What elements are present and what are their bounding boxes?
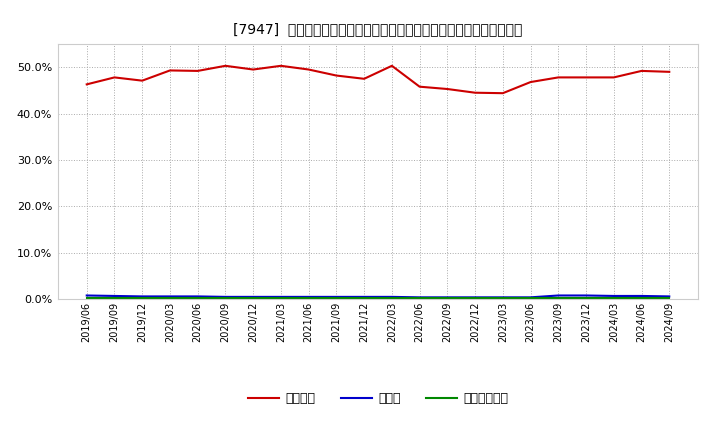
- 自己資本: [82, 82, 91, 87]
- 自己資本: [166, 68, 174, 73]
- 自己資本: [110, 75, 119, 80]
- のれん: [305, 294, 313, 300]
- のれん: [471, 295, 480, 300]
- のれん: [276, 294, 285, 300]
- のれん: [82, 293, 91, 298]
- 自己資本: [387, 63, 396, 69]
- のれん: [387, 294, 396, 300]
- のれん: [637, 293, 646, 299]
- 自己資本: [360, 76, 369, 81]
- のれん: [221, 294, 230, 300]
- のれん: [554, 293, 562, 298]
- のれん: [360, 294, 369, 300]
- 自己資本: [415, 84, 424, 89]
- 繰延税金資産: [138, 296, 147, 301]
- 繰延税金資産: [166, 296, 174, 301]
- 繰延税金資産: [609, 296, 618, 301]
- のれん: [443, 295, 451, 300]
- 自己資本: [305, 67, 313, 72]
- 繰延税金資産: [387, 296, 396, 301]
- 自己資本: [665, 69, 674, 74]
- 繰延税金資産: [110, 296, 119, 301]
- 自己資本: [443, 86, 451, 92]
- 自己資本: [554, 75, 562, 80]
- のれん: [609, 293, 618, 299]
- Title: [7947]  自己資本、のれん、繰延税金資産の総資産に対する比率の推移: [7947] 自己資本、のれん、繰延税金資産の総資産に対する比率の推移: [233, 22, 523, 36]
- 自己資本: [609, 75, 618, 80]
- 繰延税金資産: [305, 296, 313, 301]
- のれん: [138, 294, 147, 299]
- 自己資本: [332, 73, 341, 78]
- 自己資本: [249, 67, 258, 72]
- Line: 自己資本: 自己資本: [86, 66, 670, 93]
- のれん: [665, 294, 674, 299]
- 繰延税金資産: [637, 296, 646, 301]
- 自己資本: [526, 79, 535, 84]
- 繰延税金資産: [276, 296, 285, 301]
- 自己資本: [471, 90, 480, 95]
- のれん: [166, 294, 174, 299]
- 自己資本: [276, 63, 285, 69]
- Line: のれん: のれん: [86, 296, 670, 297]
- のれん: [415, 295, 424, 300]
- 繰延税金資産: [221, 296, 230, 301]
- のれん: [332, 294, 341, 300]
- 繰延税金資産: [665, 296, 674, 301]
- 繰延税金資産: [332, 296, 341, 301]
- 自己資本: [221, 63, 230, 69]
- のれん: [110, 293, 119, 299]
- のれん: [582, 293, 590, 298]
- 自己資本: [637, 68, 646, 73]
- Legend: 自己資本, のれん, 繰延税金資産: 自己資本, のれん, 繰延税金資産: [243, 387, 513, 410]
- 繰延税金資産: [582, 296, 590, 301]
- 自己資本: [498, 91, 507, 96]
- 繰延税金資産: [249, 296, 258, 301]
- 繰延税金資産: [498, 296, 507, 301]
- 繰延税金資産: [526, 296, 535, 301]
- 繰延税金資産: [415, 296, 424, 301]
- のれん: [498, 295, 507, 300]
- 繰延税金資産: [82, 296, 91, 301]
- 繰延税金資産: [360, 296, 369, 301]
- 繰延税金資産: [443, 296, 451, 301]
- 自己資本: [582, 75, 590, 80]
- 繰延税金資産: [471, 296, 480, 301]
- 繰延税金資産: [554, 296, 562, 301]
- 繰延税金資産: [194, 296, 202, 301]
- のれん: [194, 294, 202, 299]
- 自己資本: [194, 68, 202, 73]
- のれん: [526, 295, 535, 300]
- のれん: [249, 294, 258, 300]
- 自己資本: [138, 78, 147, 83]
